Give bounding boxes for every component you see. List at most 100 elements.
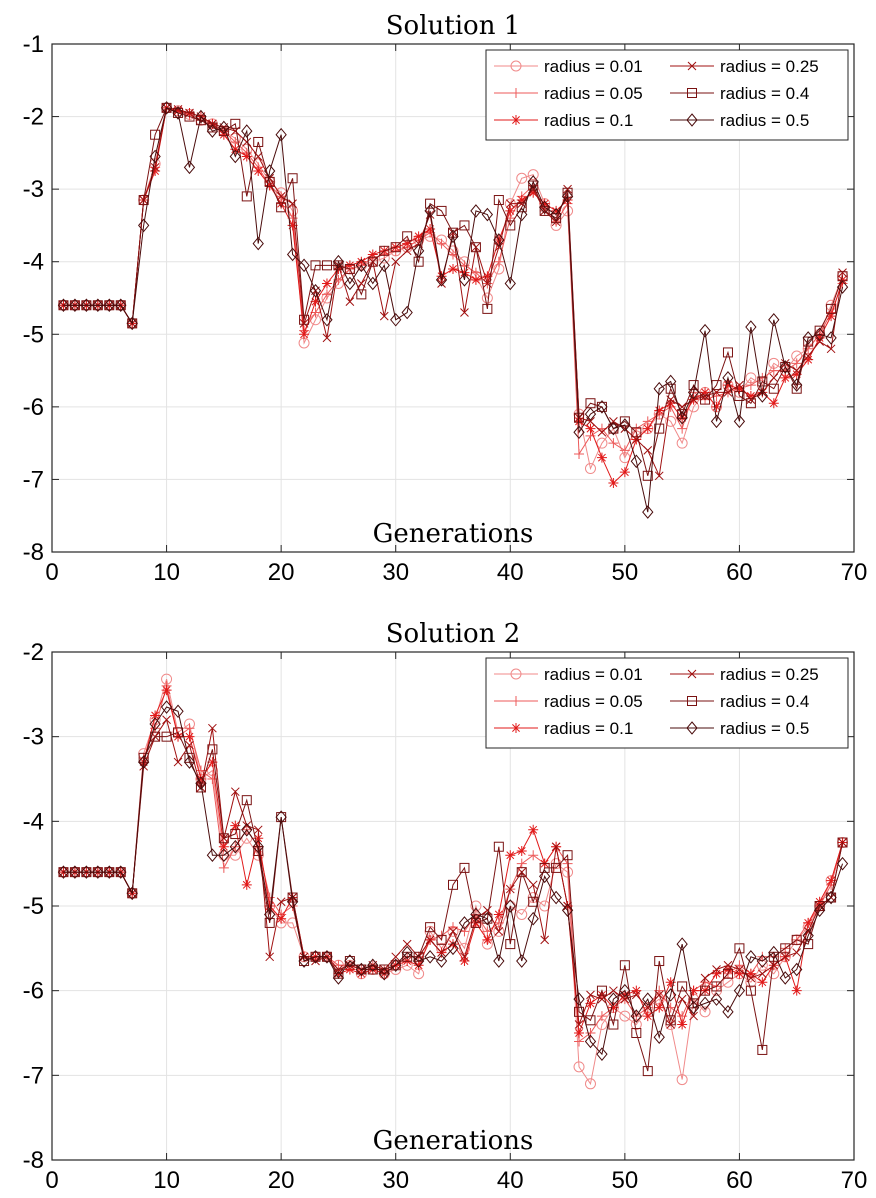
data-point-marker — [836, 856, 849, 871]
data-point-marker — [253, 825, 263, 835]
data-point-marker — [229, 839, 241, 854]
data-point-marker — [631, 1028, 642, 1038]
data-point-marker — [574, 416, 585, 427]
data-point-marker — [586, 990, 595, 1000]
data-point-marker — [482, 271, 493, 282]
data-point-marker — [619, 983, 631, 998]
data-point-marker — [653, 1030, 665, 1045]
data-point-marker — [413, 960, 424, 971]
data-point-marker — [437, 279, 446, 288]
data-point-marker — [735, 965, 744, 974]
data-point-marker — [642, 1066, 653, 1077]
data-point-marker — [150, 710, 161, 721]
data-point-marker — [619, 989, 630, 1000]
data-point-marker — [676, 437, 688, 449]
data-point-marker — [218, 841, 229, 852]
data-point-marker — [332, 254, 345, 269]
data-point-marker — [710, 414, 723, 429]
series-line — [63, 107, 844, 478]
legend-label: radius = 0.01 — [544, 57, 643, 76]
data-point-marker — [265, 173, 275, 183]
data-point-marker — [437, 948, 446, 957]
data-point-marker — [493, 233, 505, 247]
data-point-marker — [252, 236, 264, 251]
data-point-marker — [470, 907, 482, 922]
data-point-marker — [505, 884, 515, 894]
data-point-marker — [207, 744, 218, 755]
series-radius-0-25 — [59, 103, 847, 481]
data-point-marker — [481, 911, 494, 926]
data-point-marker — [757, 1044, 768, 1055]
data-point-marker — [150, 129, 161, 140]
data-point-marker — [379, 311, 389, 321]
data-point-marker — [574, 1028, 585, 1038]
data-point-marker — [481, 207, 494, 222]
data-point-marker — [321, 260, 332, 271]
data-point-marker — [345, 297, 355, 306]
data-point-marker — [493, 954, 505, 968]
data-point-marker — [584, 407, 597, 421]
data-point-marker — [207, 122, 218, 133]
data-point-marker — [596, 452, 607, 463]
data-point-marker — [596, 1011, 607, 1022]
data-point-marker — [699, 1006, 711, 1018]
data-point-marker — [803, 343, 814, 354]
data-point-marker — [458, 916, 471, 930]
y-tick-label: -5 — [23, 321, 44, 348]
legend-label: radius = 0.1 — [544, 719, 633, 738]
data-point-marker — [608, 478, 619, 489]
data-point-marker — [779, 360, 791, 374]
data-point-marker — [686, 113, 698, 127]
data-point-marker — [230, 144, 241, 155]
x-tick-label: 60 — [726, 1167, 753, 1194]
data-point-marker — [585, 998, 596, 1009]
data-point-marker — [768, 383, 779, 394]
data-point-marker — [218, 862, 229, 873]
data-point-marker — [757, 977, 768, 988]
data-point-marker — [505, 850, 516, 861]
data-point-marker — [126, 886, 138, 901]
data-point-marker — [687, 1000, 700, 1015]
series-radius-0-4 — [58, 102, 848, 481]
data-point-marker — [195, 109, 207, 124]
data-point-marker — [344, 263, 355, 274]
y-tick-label: -2 — [23, 104, 44, 131]
data-point-marker — [608, 1019, 619, 1030]
data-point-marker — [813, 327, 826, 342]
data-point-marker — [528, 824, 539, 835]
data-point-marker — [630, 454, 642, 469]
legend-item: radius = 0.05 — [494, 84, 643, 103]
data-point-marker — [733, 414, 746, 429]
data-point-marker — [700, 985, 711, 996]
data-point-marker — [596, 1047, 608, 1061]
data-point-marker — [665, 383, 676, 394]
legend-item: radius = 0.5 — [670, 719, 809, 738]
data-point-marker — [367, 249, 378, 260]
data-point-marker — [642, 505, 654, 519]
data-point-marker — [448, 879, 458, 890]
data-point-marker — [80, 865, 93, 879]
data-point-marker — [780, 943, 791, 954]
chart-panel-solution-2: Solution 2 0 10 20 30 40 50 60 70 -8 -7 -6 -5 -4 -3 -2… — [23, 619, 868, 1194]
data-point-marker — [585, 1028, 596, 1038]
data-point-marker — [756, 389, 768, 403]
x-tick-label: 10 — [153, 559, 180, 586]
data-point-marker — [447, 941, 459, 956]
data-point-marker — [275, 127, 287, 142]
data-point-marker — [208, 723, 217, 733]
data-point-marker — [838, 838, 847, 847]
data-point-marker — [126, 316, 138, 331]
data-point-marker — [391, 257, 401, 267]
series-radius-0-4 — [58, 727, 848, 1077]
data-point-marker — [826, 303, 837, 314]
data-point-marker — [69, 298, 81, 313]
y-tick-label: -4 — [23, 808, 44, 835]
data-point-marker — [619, 418, 631, 432]
data-point-marker — [458, 942, 470, 954]
data-point-marker — [561, 903, 574, 918]
data-point-marker — [573, 992, 585, 1006]
legend-item: radius = 0.25 — [670, 57, 819, 76]
legend-item: radius = 0.5 — [670, 111, 809, 130]
data-point-marker — [539, 198, 550, 209]
data-point-marker — [733, 983, 746, 998]
